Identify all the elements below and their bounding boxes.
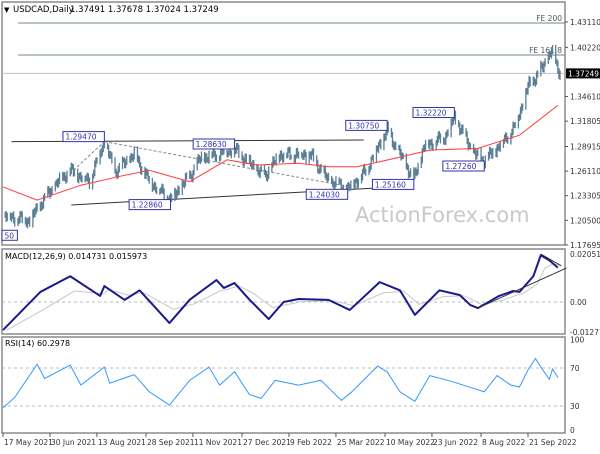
panel-frame: [1, 336, 566, 434]
x-tick-label: 17 May 2021: [4, 438, 53, 447]
price-annotation-box: [62, 131, 105, 143]
y-tick-label: 1.17695: [570, 241, 600, 250]
rsi-y-tick-label: 30: [570, 402, 580, 411]
price-annotation-label: 1.24030: [309, 190, 340, 199]
x-tick-label: 25 Mar 2022: [337, 438, 385, 447]
rsi-y-tick-label: 70: [570, 364, 580, 373]
price-annotation-box: [1, 229, 18, 241]
x-tick-label: 21 Sep 2022: [529, 438, 577, 447]
rsi-y-tick-label: 0: [570, 426, 575, 435]
y-tick-label: 1.23305: [570, 192, 600, 201]
macd-y-tick-label: -0.012771: [570, 328, 600, 337]
current-price-label: 1.37249: [568, 69, 599, 78]
price-annotation-label: 1.30750: [348, 121, 379, 130]
panel-frame: [1, 1, 566, 246]
x-tick-label: 23 Jun 2022: [433, 438, 478, 447]
x-tick-label: 13 Aug 2021: [98, 438, 146, 447]
trendline: [73, 141, 105, 171]
macd-title: MACD(12,26,9) 0.014731 0.015973: [5, 252, 147, 261]
price-panel: 1.43110 1.40220 1.34610 1.31805 1.28915 1.261…: [1, 1, 600, 250]
y-tick-label: 1.40220: [570, 43, 600, 52]
x-tick-label: 28 Sep 2021: [147, 438, 195, 447]
chart-title: USDCAD,Daily: [13, 5, 74, 15]
price-annotation-box: [371, 178, 415, 190]
moving-average-line: [2, 105, 559, 201]
y-tick-label: 1.43110: [570, 18, 600, 27]
chart-title-arrow-icon[interactable]: ▼: [4, 6, 10, 14]
current-price-box: [566, 68, 600, 79]
macd-trendline: [540, 253, 562, 267]
y-tick-label: 1.31805: [570, 117, 600, 126]
rsi-title: RSI(14) 60.2978: [5, 339, 70, 348]
price-annotation-label: 1.22860: [132, 201, 163, 210]
ohlc-readout: 1.37491 1.37678 1.37024 1.37249: [70, 5, 219, 15]
price-annotation-box: [192, 138, 236, 150]
rsi-line: [2, 357, 559, 409]
y-tick-label: 1.34610: [570, 93, 600, 102]
x-tick-label: 9 Feb 2022: [290, 438, 332, 447]
price-annotation-label: 1.29470: [65, 133, 96, 142]
fibonacci-level-label: FE 161.8: [529, 46, 562, 55]
rsi-y-tick-label: 100: [570, 336, 585, 345]
macd-line: [2, 254, 559, 331]
x-tick-label: 11 Nov 2021: [194, 438, 242, 447]
macd-trendline: [477, 267, 567, 309]
price-annotation-box: [345, 119, 388, 131]
macd-y-tick-label: 0.020518: [570, 250, 600, 259]
macd-y-tick-label: 0.00: [570, 298, 587, 307]
panel-frame: [1, 248, 566, 335]
trendline: [104, 141, 351, 188]
price-annotation-label: 1.28630: [196, 140, 227, 149]
x-tick-label: 30 Jun 2021: [51, 438, 96, 447]
price-annotation-label: 50: [5, 231, 15, 240]
price-annotation-label: 1.25160: [375, 180, 406, 189]
price-annotation-label: 1.27260: [445, 162, 476, 171]
watermark: ActionForex.com: [355, 203, 530, 227]
price-annotation-box: [442, 160, 485, 172]
price-annotation-box: [305, 188, 349, 200]
fibonacci-level-label: FE 200: [536, 14, 562, 23]
price-annotation-label: 1.32220: [415, 109, 446, 118]
x-tick-label: 10 May 2022: [386, 438, 435, 447]
price-annotation-box: [412, 107, 455, 119]
rsi-panel: 100 70 30 0: [1, 336, 585, 435]
x-tick-label: 27 Dec 2021: [243, 438, 291, 447]
macd-panel: 0.020518 0.00 -0.012771: [1, 248, 600, 337]
x-tick-label: 8 Aug 2022: [482, 438, 525, 447]
y-tick-label: 1.26110: [570, 167, 600, 176]
y-tick-label: 1.28915: [570, 142, 600, 151]
y-tick-label: 1.20500: [570, 216, 600, 225]
price-annotation-box: [128, 199, 172, 211]
